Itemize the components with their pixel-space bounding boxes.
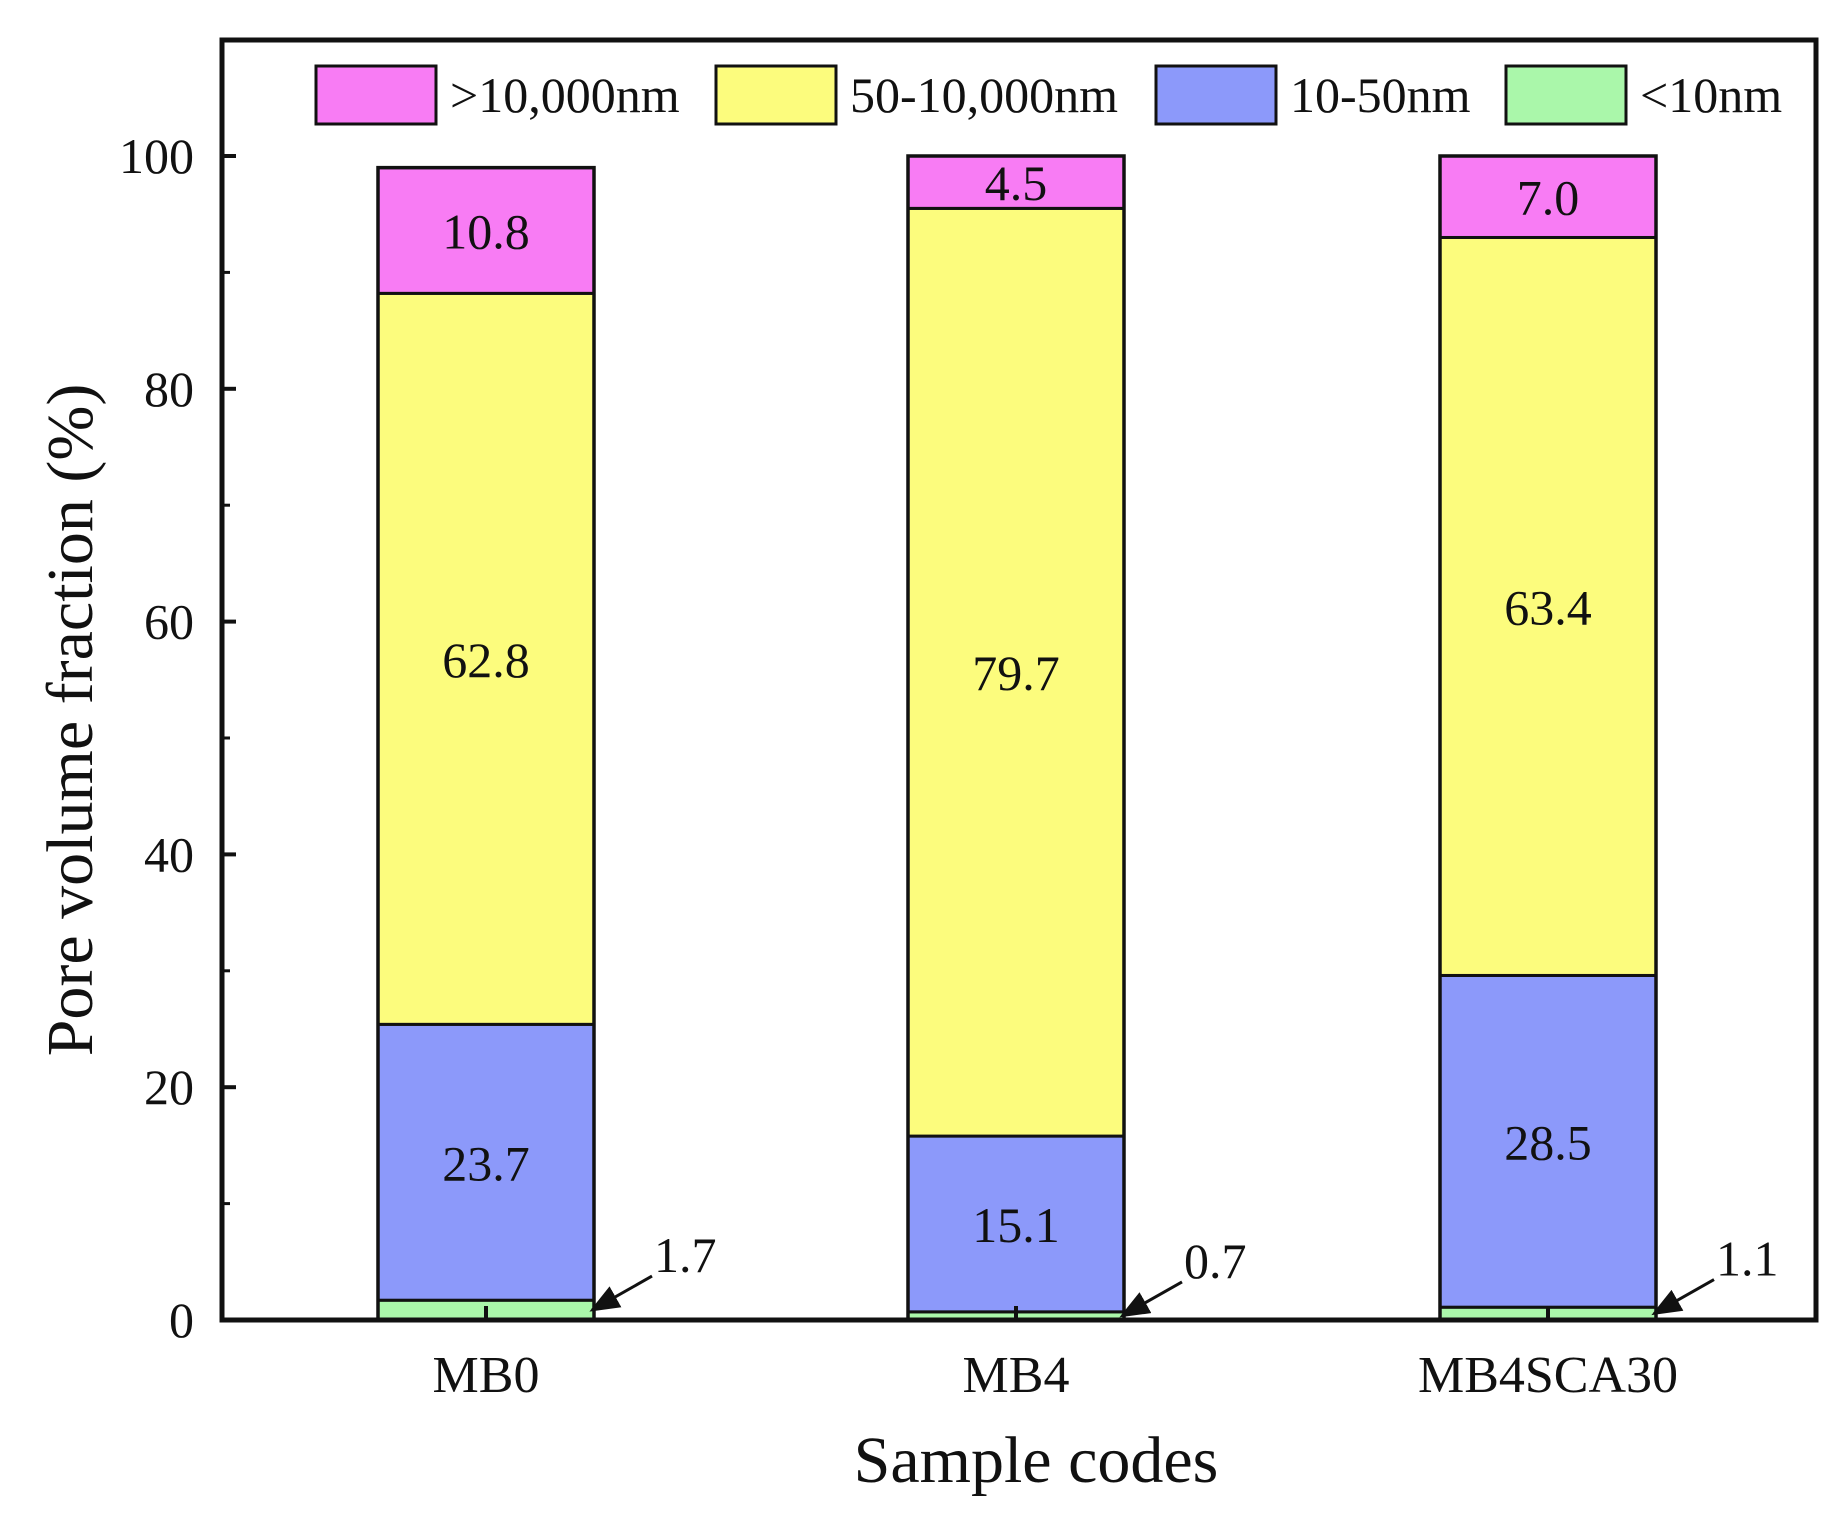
y-tick-label-100: 100	[119, 128, 194, 184]
y-tick-label-80: 80	[144, 361, 194, 417]
y-tick-label-60: 60	[144, 594, 194, 650]
data-label-mb4-3: 4.5	[985, 155, 1048, 211]
data-label-mb4sca30-1: 28.5	[1504, 1114, 1592, 1170]
x-tick-label-mb0: MB0	[433, 1347, 540, 1404]
bar-segment-mb4sca30-10-50nm	[1438, 973, 1658, 1309]
legend-label-10-50nm: 10-50nm	[1290, 67, 1471, 123]
y-tick-label-40: 40	[144, 826, 194, 882]
y-tick-label-0: 0	[169, 1292, 194, 1348]
x-tick-label-mb4sca30: MB4SCA30	[1418, 1347, 1678, 1404]
data-label-mb4-1: 15.1	[972, 1197, 1060, 1253]
axes: 0 20 40 60 80 100 MB0 MB4 MB4SCA30	[119, 37, 1819, 1404]
annotation-arrow-mb4	[1119, 1280, 1183, 1318]
legend-label-50-10-000nm: 50-10,000nm	[850, 67, 1118, 123]
annotation-arrow-mb0	[589, 1274, 653, 1312]
data-label-mb4sca30-3: 7.0	[1517, 170, 1580, 226]
legend-label-10-000nm: >10,000nm	[450, 67, 680, 123]
y-tick-label-20: 20	[144, 1059, 194, 1115]
bar-segment-mb4-50-10-000nm	[906, 206, 1126, 1138]
legend: >10,000nm 50-10,000nm 10-50nm <10nm	[314, 64, 1782, 126]
bars	[376, 154, 1658, 1322]
annotation-arrow-mb4sca30	[1651, 1278, 1715, 1316]
data-label-mb0-1: 23.7	[442, 1135, 530, 1191]
legend-swatch-10-50nm	[1154, 64, 1278, 126]
annotation-label-mb4sca30: 1.1	[1716, 1231, 1779, 1287]
plot-frame	[219, 37, 1819, 1323]
legend-swatch-10-000nm	[314, 64, 438, 126]
data-label-mb4sca30-2: 63.4	[1504, 579, 1592, 635]
y-axis-label: Pore volume fraction (%)	[34, 384, 107, 1057]
data-labels: 23.7 62.8 10.8 15.1 79.7 4.5 28.5 63.4 7.0 1.7 0.7…	[442, 155, 1779, 1318]
legend-swatch-50-10-000nm	[714, 64, 838, 126]
data-label-mb4-2: 79.7	[972, 645, 1060, 701]
bar-segment-mb4-10-000nm	[906, 154, 1126, 210]
annotation-label-mb0: 1.7	[654, 1227, 717, 1283]
data-label-mb0-2: 62.8	[442, 632, 530, 688]
bar-segment-mb0-10-50nm	[376, 1022, 596, 1302]
legend-swatch-10nm	[1504, 64, 1628, 126]
bar-segment-mb4sca30-10-000nm	[1438, 154, 1658, 239]
annotation-label-mb4: 0.7	[1184, 1233, 1247, 1289]
x-axis-label: Sample codes	[854, 1424, 1219, 1497]
legend-label-10nm: <10nm	[1640, 67, 1782, 123]
data-label-mb0-3: 10.8	[442, 203, 530, 259]
x-tick-label-mb4: MB4	[963, 1347, 1070, 1404]
